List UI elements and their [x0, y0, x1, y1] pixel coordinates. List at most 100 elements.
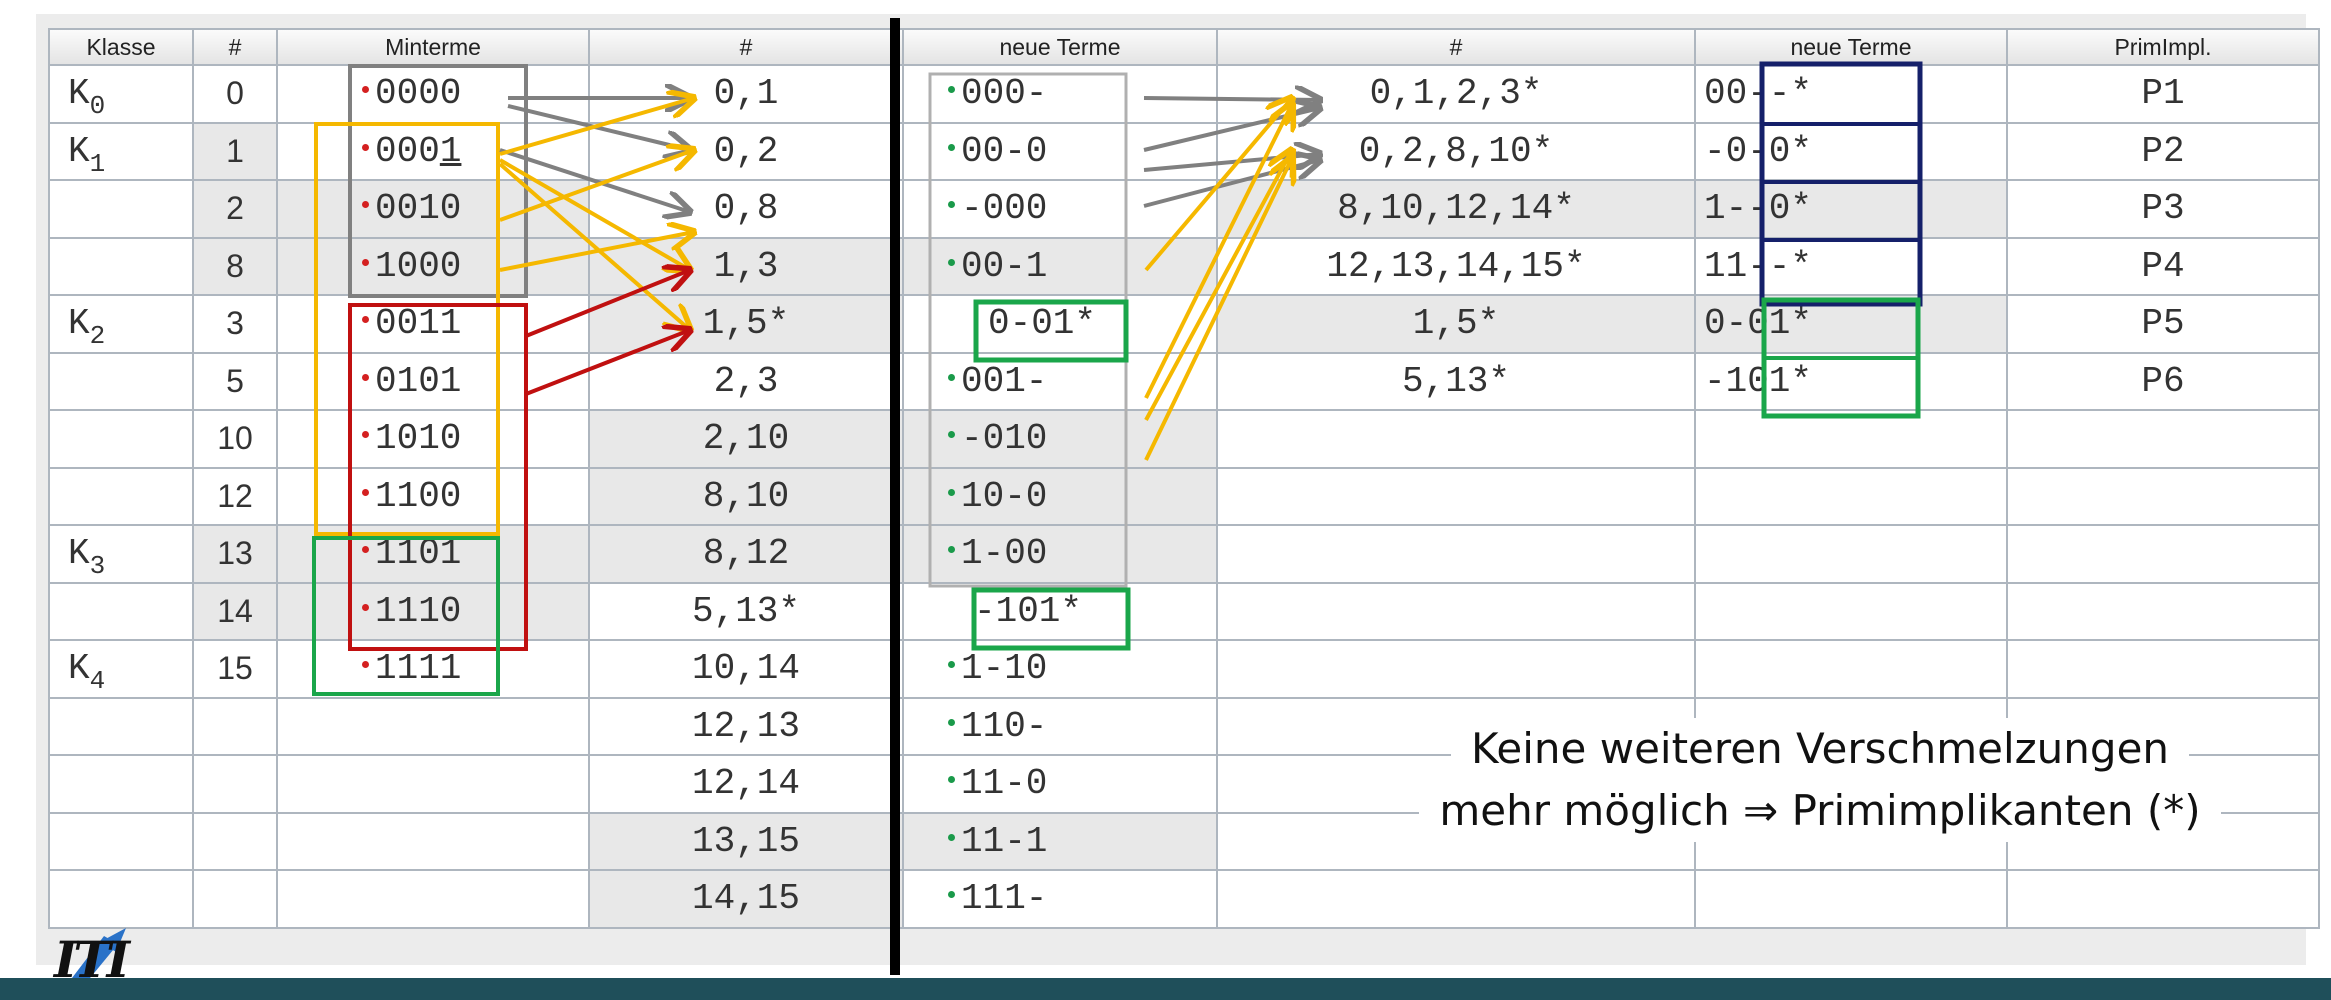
quad-term-cell	[1694, 811, 2008, 871]
klasse-cell	[48, 811, 194, 871]
prime-implicant-cell: P3	[2006, 179, 2320, 239]
header-klasse: Klasse	[48, 28, 194, 66]
header-minterme: Minterme	[276, 28, 590, 66]
table-row: 12 1100 8,10 10-0	[48, 466, 2320, 526]
quad-cell: 1,5*	[1216, 294, 1696, 354]
pair-term-text: 11-0	[961, 763, 1048, 805]
header-row: Klasse # Minterme # neue Terme # neue Te…	[48, 28, 2320, 66]
klasse-cell	[48, 696, 194, 756]
pair-term-cell: -101*	[902, 581, 1218, 641]
header-primimpl: PrimImpl.	[2006, 28, 2320, 66]
pair-term-cell: 00-1	[902, 236, 1218, 296]
pair-cell: 2,3	[588, 351, 904, 411]
quad-cell: 12,13,14,15*	[1216, 236, 1696, 296]
quad-term-cell	[1694, 754, 2008, 814]
klasse-label: K	[68, 648, 90, 690]
klasse-subscript: 1	[89, 148, 106, 179]
marker-dot	[948, 661, 955, 669]
marker-dot	[948, 891, 955, 899]
marker-dot	[362, 373, 369, 381]
quad-term-cell: 1--0*	[1694, 179, 2008, 239]
quad-term-cell	[1694, 581, 2008, 641]
minterm-text: 1110	[375, 590, 462, 632]
pair-term-cell: 0-01*	[902, 294, 1218, 354]
minterm-number	[192, 811, 278, 871]
header-neue-terme-1: neue Terme	[902, 28, 1218, 66]
prime-implicant-cell: P6	[2006, 351, 2320, 411]
pair-term-text: 0-01*	[988, 303, 1097, 345]
marker-dot	[362, 546, 369, 554]
marker-dot	[948, 201, 955, 209]
marker-dot	[948, 373, 955, 381]
minterm-underlined-bit: 1	[439, 130, 462, 172]
klasse-cell	[48, 351, 194, 411]
quad-cell	[1216, 524, 1696, 584]
pair-term-cell: -000	[902, 179, 1218, 239]
quad-cell: 0,1,2,3*	[1216, 64, 1696, 124]
minterm-cell: 1100	[276, 466, 590, 526]
minterm-text: 1010	[375, 418, 462, 460]
pair-cell: 14,15	[588, 869, 904, 929]
pair-term-cell: -010	[902, 409, 1218, 469]
pair-cell: 0,2	[588, 121, 904, 181]
pair-term-text: 000-	[961, 73, 1048, 115]
pair-term-cell: 11-1	[902, 811, 1218, 871]
table-row: 14,15 111-	[48, 869, 2320, 929]
quad-cell	[1216, 869, 1696, 929]
minterm-cell: 0001	[276, 121, 590, 181]
table-row: 2 0010 0,8 -000 8,10,12,14* 1--0* P3	[48, 179, 2320, 239]
pair-cell: 2,10	[588, 409, 904, 469]
minterm-number: 2	[192, 179, 278, 239]
quad-cell	[1216, 466, 1696, 526]
klasse-cell	[48, 179, 194, 239]
marker-dot	[948, 431, 955, 439]
prime-implicant-cell: P4	[2006, 236, 2320, 296]
minterm-number: 10	[192, 409, 278, 469]
minterm-text: 1101	[375, 533, 462, 575]
minterm-text: 0011	[375, 303, 462, 345]
minterm-cell	[276, 696, 590, 756]
table-row: K4 15 1111 10,14 1-10	[48, 639, 2320, 699]
klasse-cell	[48, 754, 194, 814]
minterm-number: 5	[192, 351, 278, 411]
pair-term-cell: 1-10	[902, 639, 1218, 699]
marker-dot	[948, 258, 955, 266]
prime-implicant-cell	[2006, 581, 2320, 641]
minterm-cell: 1110	[276, 581, 590, 641]
quad-cell: 5,13*	[1216, 351, 1696, 411]
pair-term-cell: 11-0	[902, 754, 1218, 814]
marker-dot	[362, 201, 369, 209]
quad-cell	[1216, 581, 1696, 641]
table-row: 14 1110 5,13* -101*	[48, 581, 2320, 641]
prime-implicant-cell	[2006, 869, 2320, 929]
table-row: 8 1000 1,3 00-1 12,13,14,15* 11--* P4	[48, 236, 2320, 296]
minterm-text: 0000	[375, 73, 462, 115]
pair-term-text: 001-	[961, 360, 1048, 402]
pair-term-cell: 001-	[902, 351, 1218, 411]
minterm-number	[192, 754, 278, 814]
pair-cell: 0,8	[588, 179, 904, 239]
minterm-number	[192, 869, 278, 929]
pair-cell: 0,1	[588, 64, 904, 124]
pair-cell: 8,12	[588, 524, 904, 584]
minterm-cell: 1111	[276, 639, 590, 699]
pair-cell: 12,13	[588, 696, 904, 756]
footer-bar	[0, 978, 2331, 1000]
prime-implicant-cell	[2006, 409, 2320, 469]
pair-term-cell: 000-	[902, 64, 1218, 124]
minterm-number: 1	[192, 121, 278, 181]
klasse-cell	[48, 581, 194, 641]
quad-term-cell: -0-0*	[1694, 121, 2008, 181]
marker-dot	[362, 143, 369, 151]
marker-dot	[362, 431, 369, 439]
marker-dot	[948, 86, 955, 94]
minterm-text: 000	[375, 130, 440, 172]
pair-term-text: 1-10	[961, 648, 1048, 690]
prime-implicant-cell: P5	[2006, 294, 2320, 354]
marker-dot	[362, 316, 369, 324]
quad-term-cell	[1694, 524, 2008, 584]
klasse-subscript: 0	[89, 91, 106, 122]
minterm-text: 0101	[375, 360, 462, 402]
pair-term-cell: 1-00	[902, 524, 1218, 584]
klasse-label: K	[68, 130, 90, 172]
